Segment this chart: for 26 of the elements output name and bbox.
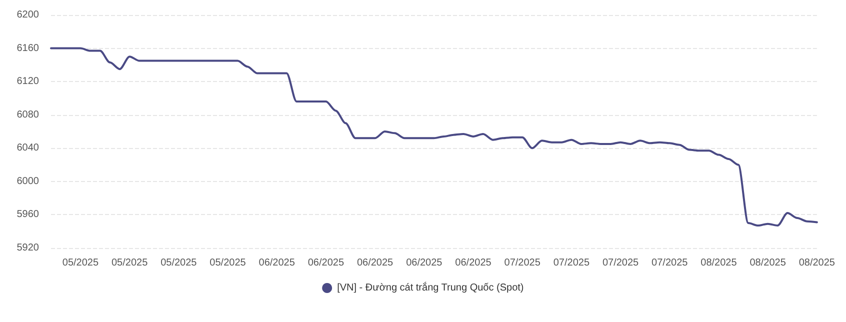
legend-label: [VN] - Đường cát trắng Trung Quốc (Spot) [337, 282, 524, 294]
y-tick-label: 5920 [16, 242, 40, 254]
x-tick-label: 06/2025 [406, 258, 443, 268]
x-tick-label: 08/2025 [750, 258, 786, 268]
x-tick-label: 06/2025 [356, 258, 394, 268]
y-tick-label: 6080 [16, 109, 40, 120]
y-tick-label: 6000 [16, 176, 40, 187]
x-tick-label: 08/2025 [798, 258, 836, 268]
x-tick-label: 06/2025 [258, 258, 296, 268]
y-tick-label: 6040 [16, 142, 40, 154]
x-tick-label: 08/2025 [700, 258, 738, 268]
x-tick-label: 07/2025 [504, 258, 541, 268]
x-tick-label: 07/2025 [553, 258, 590, 268]
x-tick-label: 07/2025 [652, 258, 688, 268]
x-tick-label: 05/2025 [62, 258, 99, 268]
x-tick-label: 05/2025 [111, 258, 148, 268]
x-tick-label: 05/2025 [210, 258, 246, 268]
y-tick-label: 6200 [16, 10, 40, 20]
y-tick-label: 6160 [16, 42, 40, 54]
y-tick-label: 6120 [16, 76, 40, 88]
x-tick-label: 06/2025 [455, 258, 492, 268]
x-tick-label: 06/2025 [308, 258, 344, 268]
x-tick-label: 07/2025 [602, 258, 640, 268]
line-series [50, 47, 818, 227]
x-tick-label: 05/2025 [160, 258, 198, 268]
y-tick-label: 5960 [16, 209, 40, 220]
